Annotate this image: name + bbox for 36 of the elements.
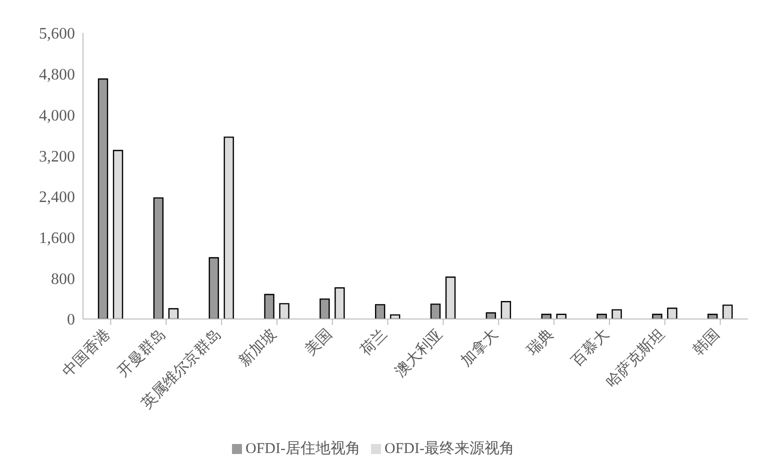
bar — [168, 308, 179, 319]
legend-label: OFDI-最终来源视角 — [384, 441, 514, 457]
y-tick-label: 2,400 — [39, 189, 75, 206]
bar — [596, 314, 607, 319]
y-tick-label: 800 — [51, 270, 75, 288]
bar — [667, 308, 678, 319]
x-tick-label: 美国 — [302, 326, 336, 360]
x-tick-label: 澳大利亚 — [392, 326, 446, 380]
bar — [430, 304, 441, 319]
bar — [208, 257, 219, 319]
x-tick-label: 荷兰 — [357, 326, 391, 360]
y-tick-label: 4,800 — [39, 66, 75, 84]
y-tick-label: 1,600 — [39, 230, 75, 247]
x-tick-label: 瑞典 — [524, 326, 557, 360]
legend-label: OFDI-居住地视角 — [246, 441, 360, 457]
y-tick-label: 3,200 — [39, 148, 75, 166]
bar — [153, 197, 164, 319]
x-tick-label: 新加坡 — [236, 326, 280, 370]
bar — [112, 150, 124, 319]
bar — [612, 309, 622, 319]
bar — [375, 304, 386, 319]
bar — [445, 276, 456, 319]
bar — [320, 298, 330, 319]
bar — [722, 304, 733, 319]
bar — [279, 303, 290, 319]
bar — [224, 136, 234, 319]
bar — [264, 294, 274, 319]
bar — [500, 301, 512, 319]
x-tick-label: 韩国 — [690, 326, 724, 360]
y-tick-label: 4,000 — [39, 107, 75, 124]
bar — [652, 314, 662, 319]
x-tick-label: 百慕大 — [568, 326, 612, 370]
bar — [98, 78, 108, 319]
y-tick-label: 5,600 — [39, 26, 75, 43]
x-tick-label: 加拿大 — [458, 326, 502, 370]
bar — [334, 287, 345, 319]
